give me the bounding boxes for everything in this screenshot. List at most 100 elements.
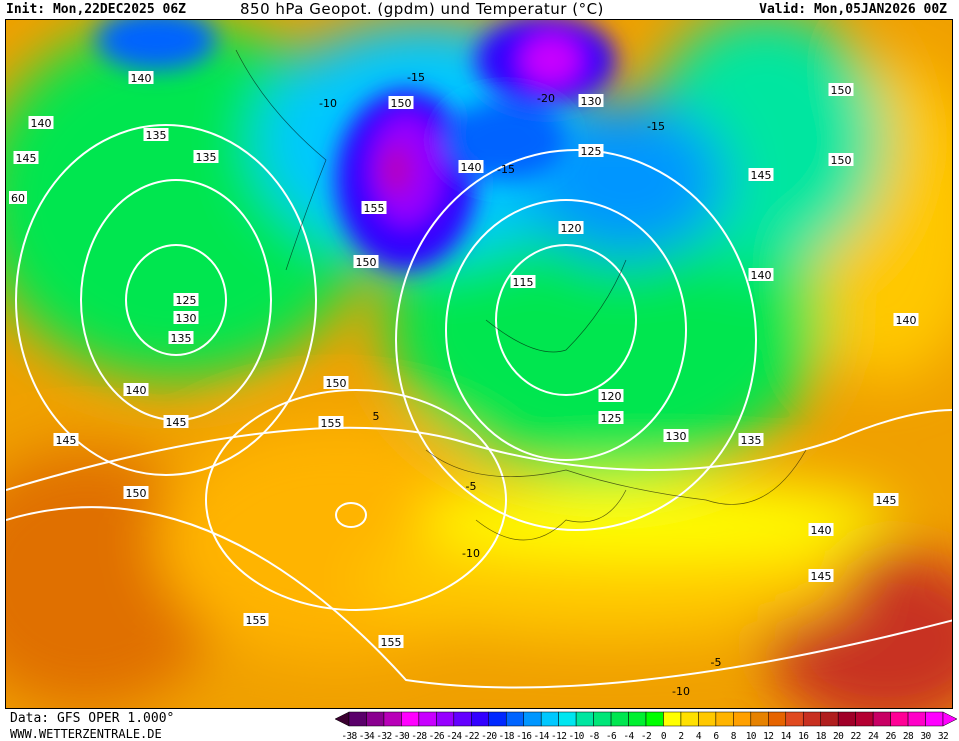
geopotential-label-bg <box>173 311 199 324</box>
legend-tick-label: 0 <box>661 731 667 741</box>
geopotential-label: 140 <box>751 269 772 282</box>
geopotential-label-bg <box>598 411 624 424</box>
geopotential-label: 145 <box>16 152 37 165</box>
geopotential-label-bg <box>808 523 834 536</box>
geopotential-label: 150 <box>831 84 852 97</box>
legend-swatch <box>890 711 909 727</box>
legend-swatch <box>348 711 367 727</box>
legend-swatch <box>925 711 944 727</box>
geopotential-label: 130 <box>666 430 687 443</box>
geopotential-label: 150 <box>831 154 852 167</box>
geopotential-label-bg <box>738 433 764 446</box>
valid-time: Valid: Mon,05JAN2026 00Z <box>759 2 947 17</box>
geopotential-label: 150 <box>356 256 377 269</box>
legend-swatch <box>505 711 524 727</box>
geopotential-label: 155 <box>246 614 267 627</box>
legend-swatch <box>523 711 542 727</box>
legend-swatch <box>872 711 891 727</box>
legend-tick-label: -26 <box>429 731 445 741</box>
geopotential-label-bg <box>828 153 854 166</box>
geopotential-label-bg <box>243 613 269 626</box>
temperature-label: -15 <box>497 163 515 176</box>
legend-tick-label: -16 <box>516 731 532 741</box>
data-source: Data: GFS OPER 1.000° <box>10 711 175 726</box>
geopotential-label-bg <box>748 168 774 181</box>
website-credit: WWW.WETTERZENTRALE.DE <box>10 727 162 741</box>
legend-swatch <box>663 711 682 727</box>
legend-tick-label: 12 <box>763 731 773 741</box>
legend-tick-label: -10 <box>568 731 584 741</box>
geopotential-label-bg <box>193 150 219 163</box>
temperature-label: -10 <box>319 97 337 110</box>
geopotential-label-bg <box>168 331 194 344</box>
legend-swatch <box>785 711 804 727</box>
legend-swatch <box>802 711 821 727</box>
legend-swatch <box>715 711 734 727</box>
geopotential-label-bg <box>578 144 604 157</box>
legend-tick-label: -14 <box>533 731 549 741</box>
temperature-label: -10 <box>462 547 480 560</box>
legend-arrow-high <box>942 711 957 727</box>
geopotential-label-bg <box>663 429 689 442</box>
geopotential-label: 140 <box>126 384 147 397</box>
legend-tick-label: 18 <box>816 731 827 741</box>
geopotential-label-bg <box>53 433 79 446</box>
geopotential-label: 125 <box>176 294 197 307</box>
geopotential-label-bg <box>323 376 349 389</box>
legend-swatch <box>855 711 874 727</box>
geopotential-label: 135 <box>196 151 217 164</box>
weather-map: 140 140 135 145 135 125 130 135 140 145 150 150 155 1… <box>5 19 953 709</box>
legend-tick-label: -38 <box>341 731 357 741</box>
legend-tick-label: 14 <box>781 731 792 741</box>
legend-tick-label: 32 <box>938 731 948 741</box>
legend-swatch <box>418 711 437 727</box>
geopotential-label: 135 <box>741 434 762 447</box>
geopotential-label: 145 <box>166 416 187 429</box>
geopotential-label: 145 <box>811 570 832 583</box>
geopotential-label: 150 <box>126 487 147 500</box>
geopotential-label: 125 <box>601 412 622 425</box>
legend-swatch <box>698 711 717 727</box>
geopotential-label: 140 <box>131 72 152 85</box>
geopotential-label: 145 <box>751 169 772 182</box>
geopotential-label-bg <box>388 96 414 109</box>
legend-swatch <box>540 711 559 727</box>
legend-tick-label: -12 <box>551 731 566 741</box>
legend-tick-label: 4 <box>696 731 702 741</box>
legend-swatch <box>401 711 420 727</box>
legend-swatch <box>628 711 647 727</box>
geopotential-label-bg <box>123 383 149 396</box>
geopotential-label: 135 <box>171 332 192 345</box>
legend-swatch <box>610 711 629 727</box>
geopotential-label-bg <box>28 116 54 129</box>
geopotential-label: 115 <box>513 276 534 289</box>
geopotential-label-bg <box>173 293 199 306</box>
geopotential-label-bg <box>578 94 604 107</box>
legend-swatch <box>733 711 752 727</box>
geopotential-label-bg <box>9 191 27 204</box>
legend-arrow-low <box>335 711 350 727</box>
geopotential-label-bg <box>163 415 189 428</box>
legend-swatch <box>575 711 594 727</box>
geopotential-label-bg <box>353 255 379 268</box>
legend-tick-label: 2 <box>678 731 683 741</box>
temperature-label: -10 <box>672 685 690 698</box>
temperature-label: -20 <box>537 92 555 105</box>
geopotential-label-bg <box>828 83 854 96</box>
geopotential-label: 140 <box>461 161 482 174</box>
geopotential-label: 120 <box>561 222 582 235</box>
legend-tick-label: 10 <box>746 731 757 741</box>
geopotential-label: 150 <box>326 377 347 390</box>
legend-tick-label: 22 <box>851 731 861 741</box>
geopotential-label-bg <box>558 221 584 234</box>
coastlines <box>235 49 807 541</box>
temperature-label: 5 <box>373 410 380 423</box>
legend-swatch <box>820 711 839 727</box>
geopotential-label: 150 <box>391 97 412 110</box>
legend-swatch <box>436 711 455 727</box>
legend-tick-label: 16 <box>798 731 809 741</box>
temperature-label: -5 <box>711 656 722 669</box>
temperature-label: -5 <box>466 480 477 493</box>
geopotential-label: 145 <box>56 434 77 447</box>
legend-tick-label: -4 <box>623 731 634 741</box>
